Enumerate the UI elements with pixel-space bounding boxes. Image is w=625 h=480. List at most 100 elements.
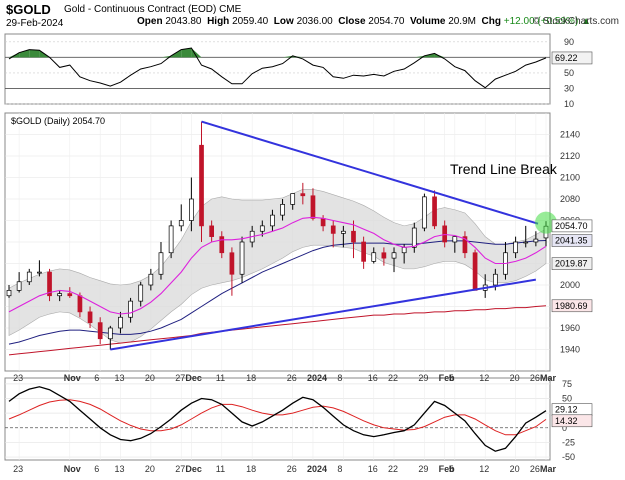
macd-line [8,386,547,452]
low-label: Low [273,16,294,27]
open-value: 2043.80 [165,16,202,27]
candle-body [57,293,63,297]
candle-body [229,252,235,275]
rsi-value-tag: 69.22 [555,53,578,63]
candle-body [128,300,133,318]
candle-body [178,220,184,227]
candle-body [280,204,285,216]
x-tick-label-bottom: 18 [246,464,256,474]
x-tick-label-mid: 20 [510,373,520,383]
exchange: CME [219,4,242,15]
trend-annotation: Trend Line Break [450,161,558,177]
close-tag-box [551,219,593,233]
x-tick-label-bottom: 13 [114,464,124,474]
x-tick-label-mid: 6 [94,373,99,383]
close-tag: 2054.70 [555,221,588,231]
candle-body [47,271,52,297]
credit: © StockCharts.com [532,16,619,27]
candle-body [290,193,296,205]
x-tick-label-mid: 26 [287,373,297,383]
candle-body [361,241,366,262]
ma200-tag-box [551,299,593,313]
rsi-tick-label: 30 [564,83,574,93]
rsi-overbought-fill [181,48,192,58]
candle-body [107,327,113,340]
candle-body [148,273,154,286]
candle-body [523,241,529,244]
candle-body [158,252,164,275]
x-tick-label-bottom: Nov [64,464,81,474]
close-value: 2054.70 [368,16,405,27]
candle-body [330,225,336,234]
ma200-tag: 1980.69 [555,301,588,311]
x-tick-label-bottom: 29 [418,464,428,474]
rsi-panel: 103050709069.22 [4,33,593,109]
chart-header: $GOLD Gold - Continuous Contract (EOD) C… [0,0,625,32]
upper-trendline [201,120,539,225]
candle-body [209,225,214,237]
x-tick-label-mid: 20 [145,373,155,383]
macd-tick-label: 0 [562,423,567,433]
candle-body [97,322,103,340]
candle-body [270,214,275,227]
macd-tick-label: -50 [562,452,575,462]
rsi-overbought-fill [191,48,202,58]
close-label: Close [338,16,366,27]
candle-body [168,225,174,254]
symbol: $GOLD [6,2,51,17]
macd-frame [4,377,551,461]
instrument-name: Gold - Continuous Contract (EOD) CME [64,4,241,15]
x-tick-label-mid: 23 [13,373,23,383]
candle-body [300,193,306,197]
x-tick-label-bottom: 11 [216,464,225,474]
candle-body [432,196,437,227]
rsi-value-tag-box [551,51,593,65]
low-value: 2036.00 [296,16,333,27]
candle-body [310,195,316,219]
x-tick-label-bottom: 27 [175,464,185,474]
x-tick-label-mid: 26 [530,373,540,383]
ma20-line [8,216,547,315]
rsi-line [8,47,547,89]
candle-body [351,230,356,243]
x-tick-label-mid: 2024 [307,373,327,383]
volume-value: 20.9M [448,16,476,27]
high-value: 2059.40 [232,16,269,27]
macd-value-tag: 29.12 [555,405,578,415]
chart-date: 29-Feb-2024 [6,18,64,29]
price-tick-label: 2140 [560,130,580,140]
x-tick-label-mid: 16 [368,373,378,383]
candle-body [391,252,397,259]
candle-body [118,316,123,329]
x-tick-label-bottom: 16 [368,464,378,474]
x-tick-label-bottom: 12 [479,464,489,474]
candle-body [442,225,448,243]
x-tick-label-bottom: Feb [439,464,456,474]
x-tick-label-bottom: 20 [510,464,520,474]
candle-body [341,230,346,234]
x-tick-label-mid: 13 [114,373,124,383]
candle-body [371,252,377,262]
x-tick-label-mid: 22 [388,373,398,383]
x-tick-label-mid: 12 [479,373,489,383]
breakout-highlight [535,211,557,234]
macd-tick-label: -25 [562,437,575,447]
candle-body [87,311,93,323]
x-tick-label-bottom: 20 [145,464,155,474]
rsi-tick-label: 10 [564,99,574,109]
ma50-tag: 2041.35 [555,236,588,246]
candle-body [513,241,518,254]
x-tick-label-bottom: 8 [337,464,342,474]
open-label: Open [137,16,163,27]
x-tick-label-mid: Nov [64,373,81,383]
lower-trendline [110,278,537,351]
macd-tick-label: 50 [562,394,572,404]
x-tick-label-bottom: 26 [530,464,540,474]
rsi-overbought-fill [19,49,30,58]
price-tick-label: 2000 [560,280,580,290]
up-arrow-icon: ▲ [581,16,591,27]
rsi-overbought-fill [29,49,40,58]
candle-body [452,236,458,243]
